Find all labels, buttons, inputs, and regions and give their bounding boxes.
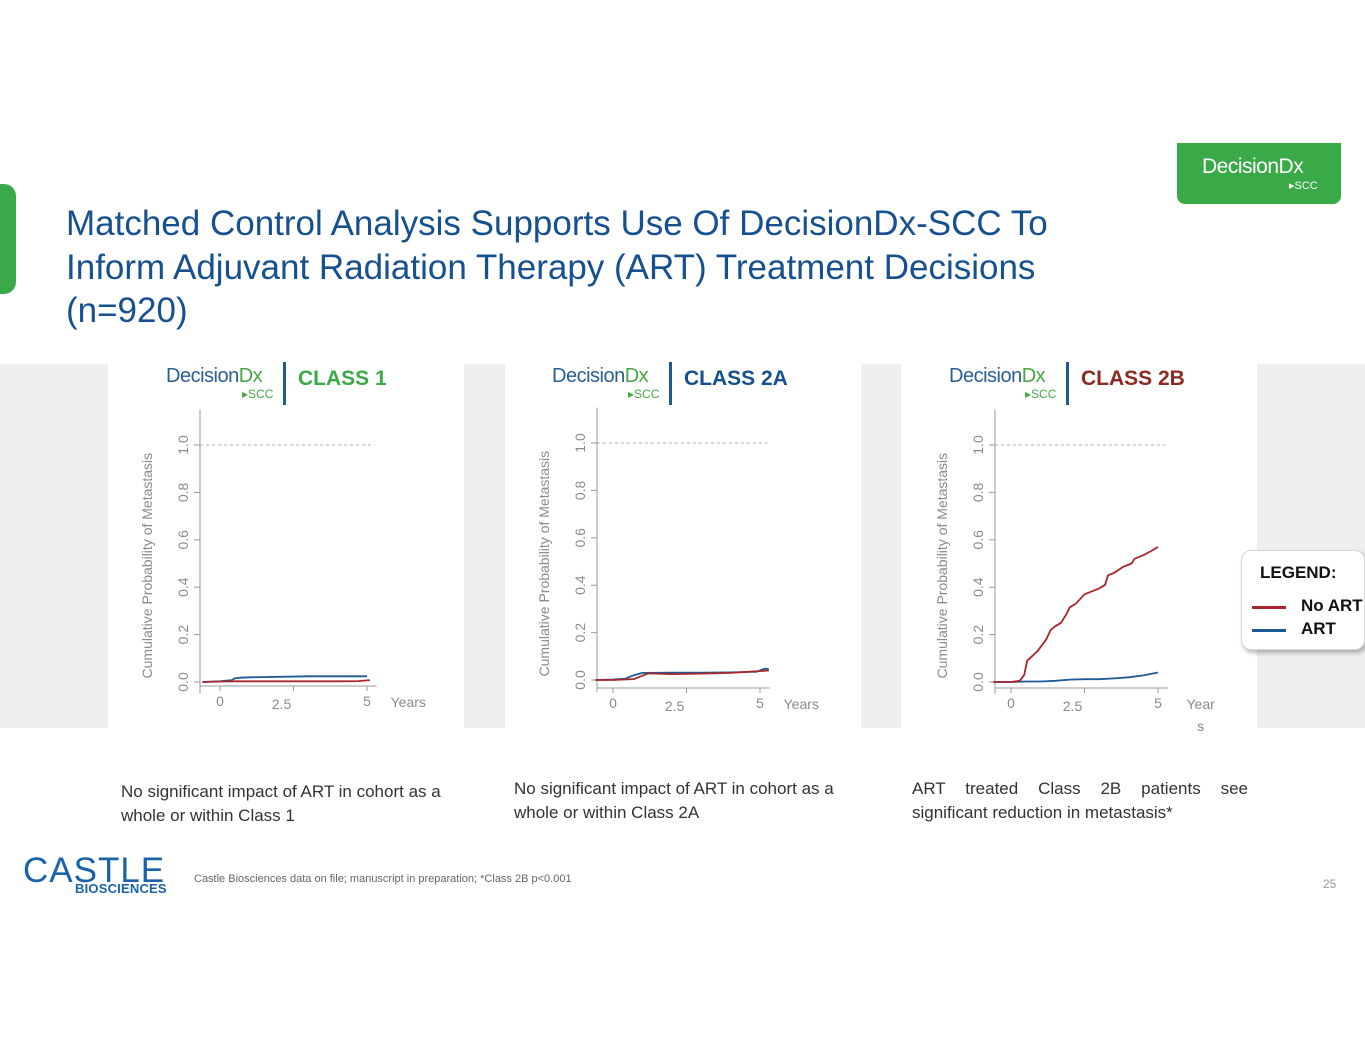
- y-tick-label: 0.6: [572, 528, 588, 548]
- x-tick-label: 2.5: [1063, 698, 1083, 714]
- panel-logo-divider: [669, 362, 672, 405]
- y-tick-label: 0.2: [970, 625, 986, 645]
- legend-title: LEGEND:: [1260, 563, 1337, 582]
- y-tick-label: 0.0: [572, 670, 588, 690]
- y-axis-label: Cumulative Probability of Metastasis: [139, 453, 155, 679]
- castle-logo-main: CASTLE: [23, 851, 166, 890]
- panel-background-band: [1257, 364, 1365, 728]
- y-tick-label: 0.0: [175, 672, 191, 692]
- x-tick-label: 5: [363, 693, 371, 709]
- y-tick-label: 0.8: [175, 482, 191, 502]
- series-line-no-art: [595, 669, 769, 681]
- y-tick-label: 0.2: [572, 623, 588, 643]
- panel-logo-divider: [1066, 362, 1069, 405]
- panel-logo-sub: ▸SCC: [242, 387, 274, 401]
- panel-logo-text: DecisionDx: [166, 365, 263, 387]
- y-tick-label: 0.8: [970, 482, 986, 502]
- caption-class-2a: No significant impact of ART in cohort a…: [514, 779, 834, 822]
- chart-panel-class-2a: DecisionDx ▸SCC CLASS 2A 0.0 0.2 0.4 0.6 0.8…: [505, 356, 861, 736]
- chart-panel-class-1: DecisionDx ▸SCC CLASS 1 0.0 0.2 0.4 0.6 0.8 1…: [108, 356, 464, 736]
- x-tick-label: 5: [1154, 695, 1162, 711]
- decisiondx-scc-badge: DecisionDx ▸SCC: [1177, 143, 1341, 204]
- y-tick-label: 1.0: [970, 435, 986, 455]
- legend-label-art: ART: [1301, 619, 1336, 638]
- legend-item-art: ART: [1252, 618, 1365, 640]
- series-line-no-art: [993, 546, 1159, 683]
- km-chart-class-2a: 0.0 0.2 0.4 0.6 0.8 1.0 0 2.5 5 Cumulative Probab…: [536, 407, 819, 714]
- legend-item-no-art: No ART: [1252, 595, 1365, 617]
- x-tick-label: 0: [1007, 695, 1015, 711]
- y-tick-label: 0.0: [970, 672, 986, 692]
- footnote: Castle Biosciences data on file; manuscr…: [194, 873, 572, 885]
- panel-logo-divider: [283, 362, 286, 405]
- slide-title: Matched Control Analysis Supports Use Of…: [66, 204, 1048, 330]
- panel-logo-sub: ▸SCC: [628, 387, 660, 401]
- panel-logo-sub: ▸SCC: [1025, 387, 1057, 401]
- x-tick-label: 0: [216, 693, 224, 709]
- y-tick-label: 1.0: [572, 433, 588, 453]
- series-line-no-art: [202, 679, 370, 683]
- caption-class-1: No significant impact of ART in cohort a…: [121, 782, 441, 825]
- y-tick-label: 0.8: [572, 480, 588, 500]
- caption-class-2b: ART treated Class 2B patients see signif…: [912, 779, 1248, 822]
- y-tick-label: 0.6: [175, 530, 191, 550]
- chart-panel-class-2b: DecisionDx ▸SCC CLASS 2B 0.0 0.2 0.4 0.6 0.8…: [901, 356, 1257, 736]
- badge-brand-name: DecisionDx: [1202, 155, 1304, 178]
- chart-class-title: CLASS 1: [298, 367, 387, 390]
- panel-background-band: [0, 364, 108, 728]
- panel-logo-text: DecisionDx: [949, 365, 1046, 387]
- x-tick-label: 2.5: [665, 698, 685, 714]
- x-tick-label: 0: [609, 695, 617, 711]
- panel-logo-text: DecisionDx: [552, 365, 649, 387]
- y-tick-label: 0.4: [175, 577, 191, 597]
- x-axis-label: Years: [391, 694, 426, 710]
- page-number: 25: [1323, 877, 1337, 891]
- x-tick-label: 5: [756, 695, 764, 711]
- castle-logo-sub: BIOSCIENCES: [75, 881, 167, 896]
- chart-class-title: CLASS 2A: [684, 367, 788, 390]
- km-chart-class-2b: 0.0 0.2 0.4 0.6 0.8 1.0 0 2.5 5 Cumulative Probab…: [934, 409, 1215, 734]
- chart-class-title: CLASS 2B: [1081, 367, 1185, 390]
- x-tick-label: 2.5: [272, 696, 292, 712]
- side-accent-tab: [0, 184, 16, 294]
- legend-label-no-art: No ART: [1301, 596, 1363, 615]
- x-axis-label: Years: [784, 696, 819, 712]
- y-tick-label: 0.4: [572, 575, 588, 595]
- panel-background-band: [464, 364, 505, 728]
- chart-legend: LEGEND: No ART ART: [1241, 550, 1365, 650]
- panel-background-band: [861, 364, 901, 728]
- series-line-art: [993, 671, 1159, 683]
- km-chart-class-1: 0.0 0.2 0.4 0.6 0.8 1.0 0 2.5 5 Cumulative Probab…: [139, 409, 426, 712]
- y-axis-label: Cumulative Probability of Metastasis: [536, 451, 552, 677]
- badge-brand-sub: ▸SCC: [1289, 180, 1318, 192]
- legend-swatch-no-art: [1252, 606, 1286, 609]
- legend-swatch-art: [1252, 629, 1286, 632]
- y-tick-label: 0.4: [970, 577, 986, 597]
- y-tick-label: 1.0: [175, 435, 191, 455]
- y-tick-label: 0.2: [175, 625, 191, 645]
- y-tick-label: 0.6: [970, 530, 986, 550]
- y-axis-label: Cumulative Probability of Metastasis: [934, 453, 950, 679]
